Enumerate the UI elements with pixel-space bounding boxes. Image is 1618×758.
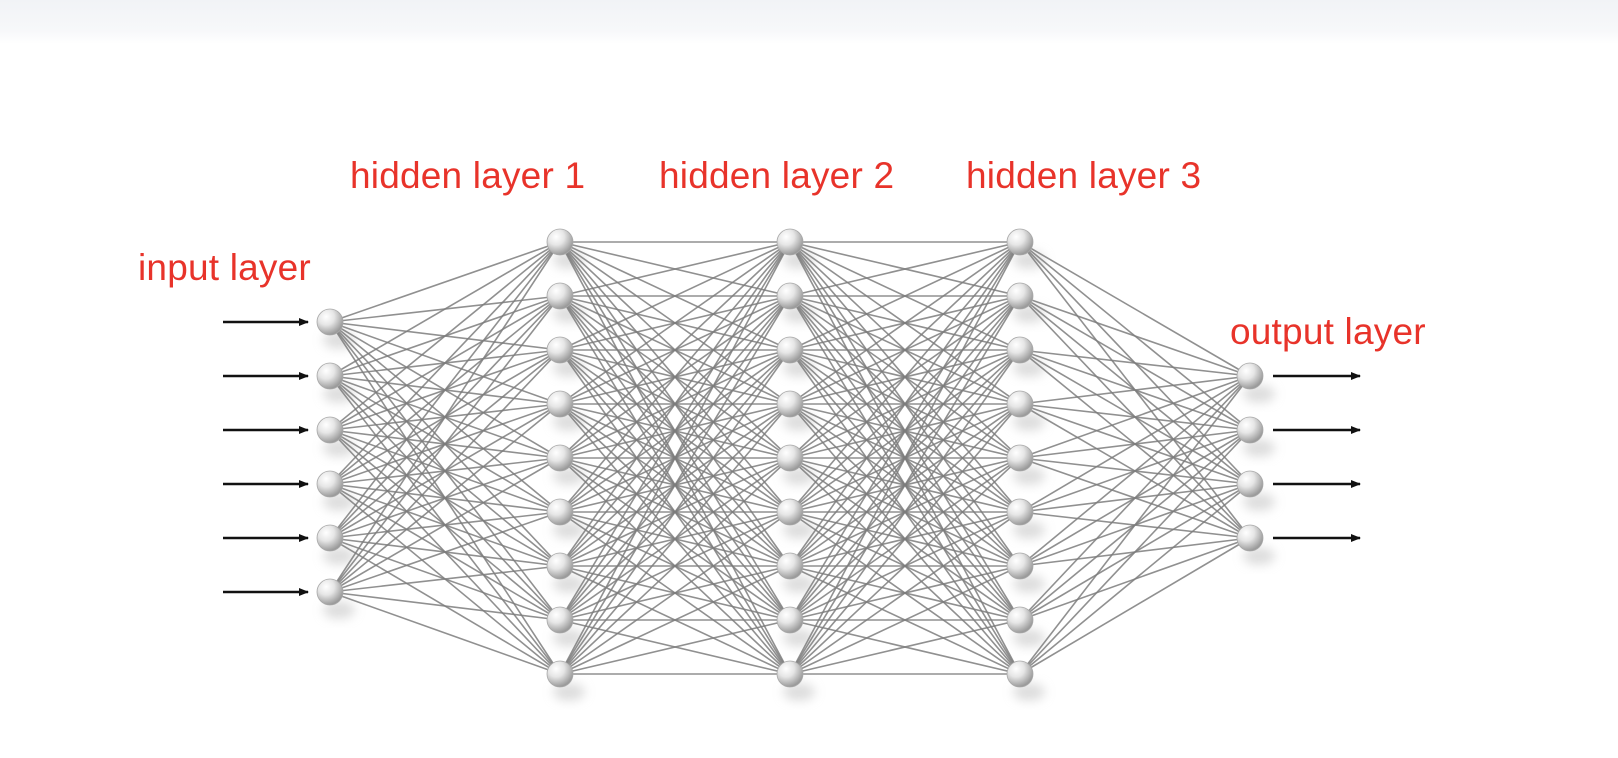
hidden3-node (1007, 499, 1033, 525)
hidden-layer-1-label: hidden layer 1 (350, 156, 585, 196)
connection (1020, 430, 1250, 674)
hidden1-node (547, 445, 573, 471)
input-node (317, 525, 343, 551)
connection (330, 242, 560, 430)
hidden2-node (777, 391, 803, 417)
connection (330, 296, 560, 592)
output-node (1237, 471, 1263, 497)
connection (1020, 376, 1250, 512)
hidden3-node (1007, 661, 1033, 687)
connection (330, 404, 560, 592)
hidden2-node (777, 553, 803, 579)
hidden2-node (777, 661, 803, 687)
connection (330, 242, 560, 376)
hidden1-node (547, 283, 573, 309)
output-node (1237, 363, 1263, 389)
input-layer-label: input layer (138, 248, 311, 288)
connection (1020, 350, 1250, 376)
hidden2-node (777, 445, 803, 471)
output-layer-label: output layer (1230, 312, 1426, 352)
hidden2-node (777, 229, 803, 255)
hidden3-node (1007, 445, 1033, 471)
connection (330, 242, 560, 592)
connection (1020, 242, 1250, 376)
hidden1-node (547, 229, 573, 255)
input-node (317, 471, 343, 497)
hidden-layer-3-label: hidden layer 3 (966, 156, 1201, 196)
input-node (317, 417, 343, 443)
connection (330, 458, 560, 592)
input-node (317, 363, 343, 389)
hidden1-node (547, 553, 573, 579)
input-node (317, 579, 343, 605)
input-node (317, 309, 343, 335)
hidden3-node (1007, 337, 1033, 363)
hidden1-node (547, 499, 573, 525)
connection (330, 242, 560, 322)
connection (1020, 538, 1250, 674)
output-node (1237, 417, 1263, 443)
hidden3-node (1007, 391, 1033, 417)
hidden3-node (1007, 229, 1033, 255)
output-node (1237, 525, 1263, 551)
hidden3-node (1007, 553, 1033, 579)
hidden3-node (1007, 283, 1033, 309)
connection (330, 242, 560, 538)
connection (330, 592, 560, 620)
connection (1020, 376, 1250, 458)
connection (1020, 484, 1250, 674)
hidden2-node (777, 499, 803, 525)
hidden1-node (547, 661, 573, 687)
hidden3-node (1007, 607, 1033, 633)
hidden2-node (777, 607, 803, 633)
connection (330, 592, 560, 674)
connection (1020, 376, 1250, 404)
connection (1020, 376, 1250, 674)
hidden1-node (547, 391, 573, 417)
connection (1020, 376, 1250, 566)
hidden-layer-2-label: hidden layer 2 (659, 156, 894, 196)
connection (330, 242, 560, 484)
hidden2-node (777, 337, 803, 363)
hidden1-node (547, 337, 573, 363)
connection (1020, 376, 1250, 620)
connection (330, 350, 560, 592)
hidden1-node (547, 607, 573, 633)
hidden2-node (777, 283, 803, 309)
connection (330, 566, 560, 592)
